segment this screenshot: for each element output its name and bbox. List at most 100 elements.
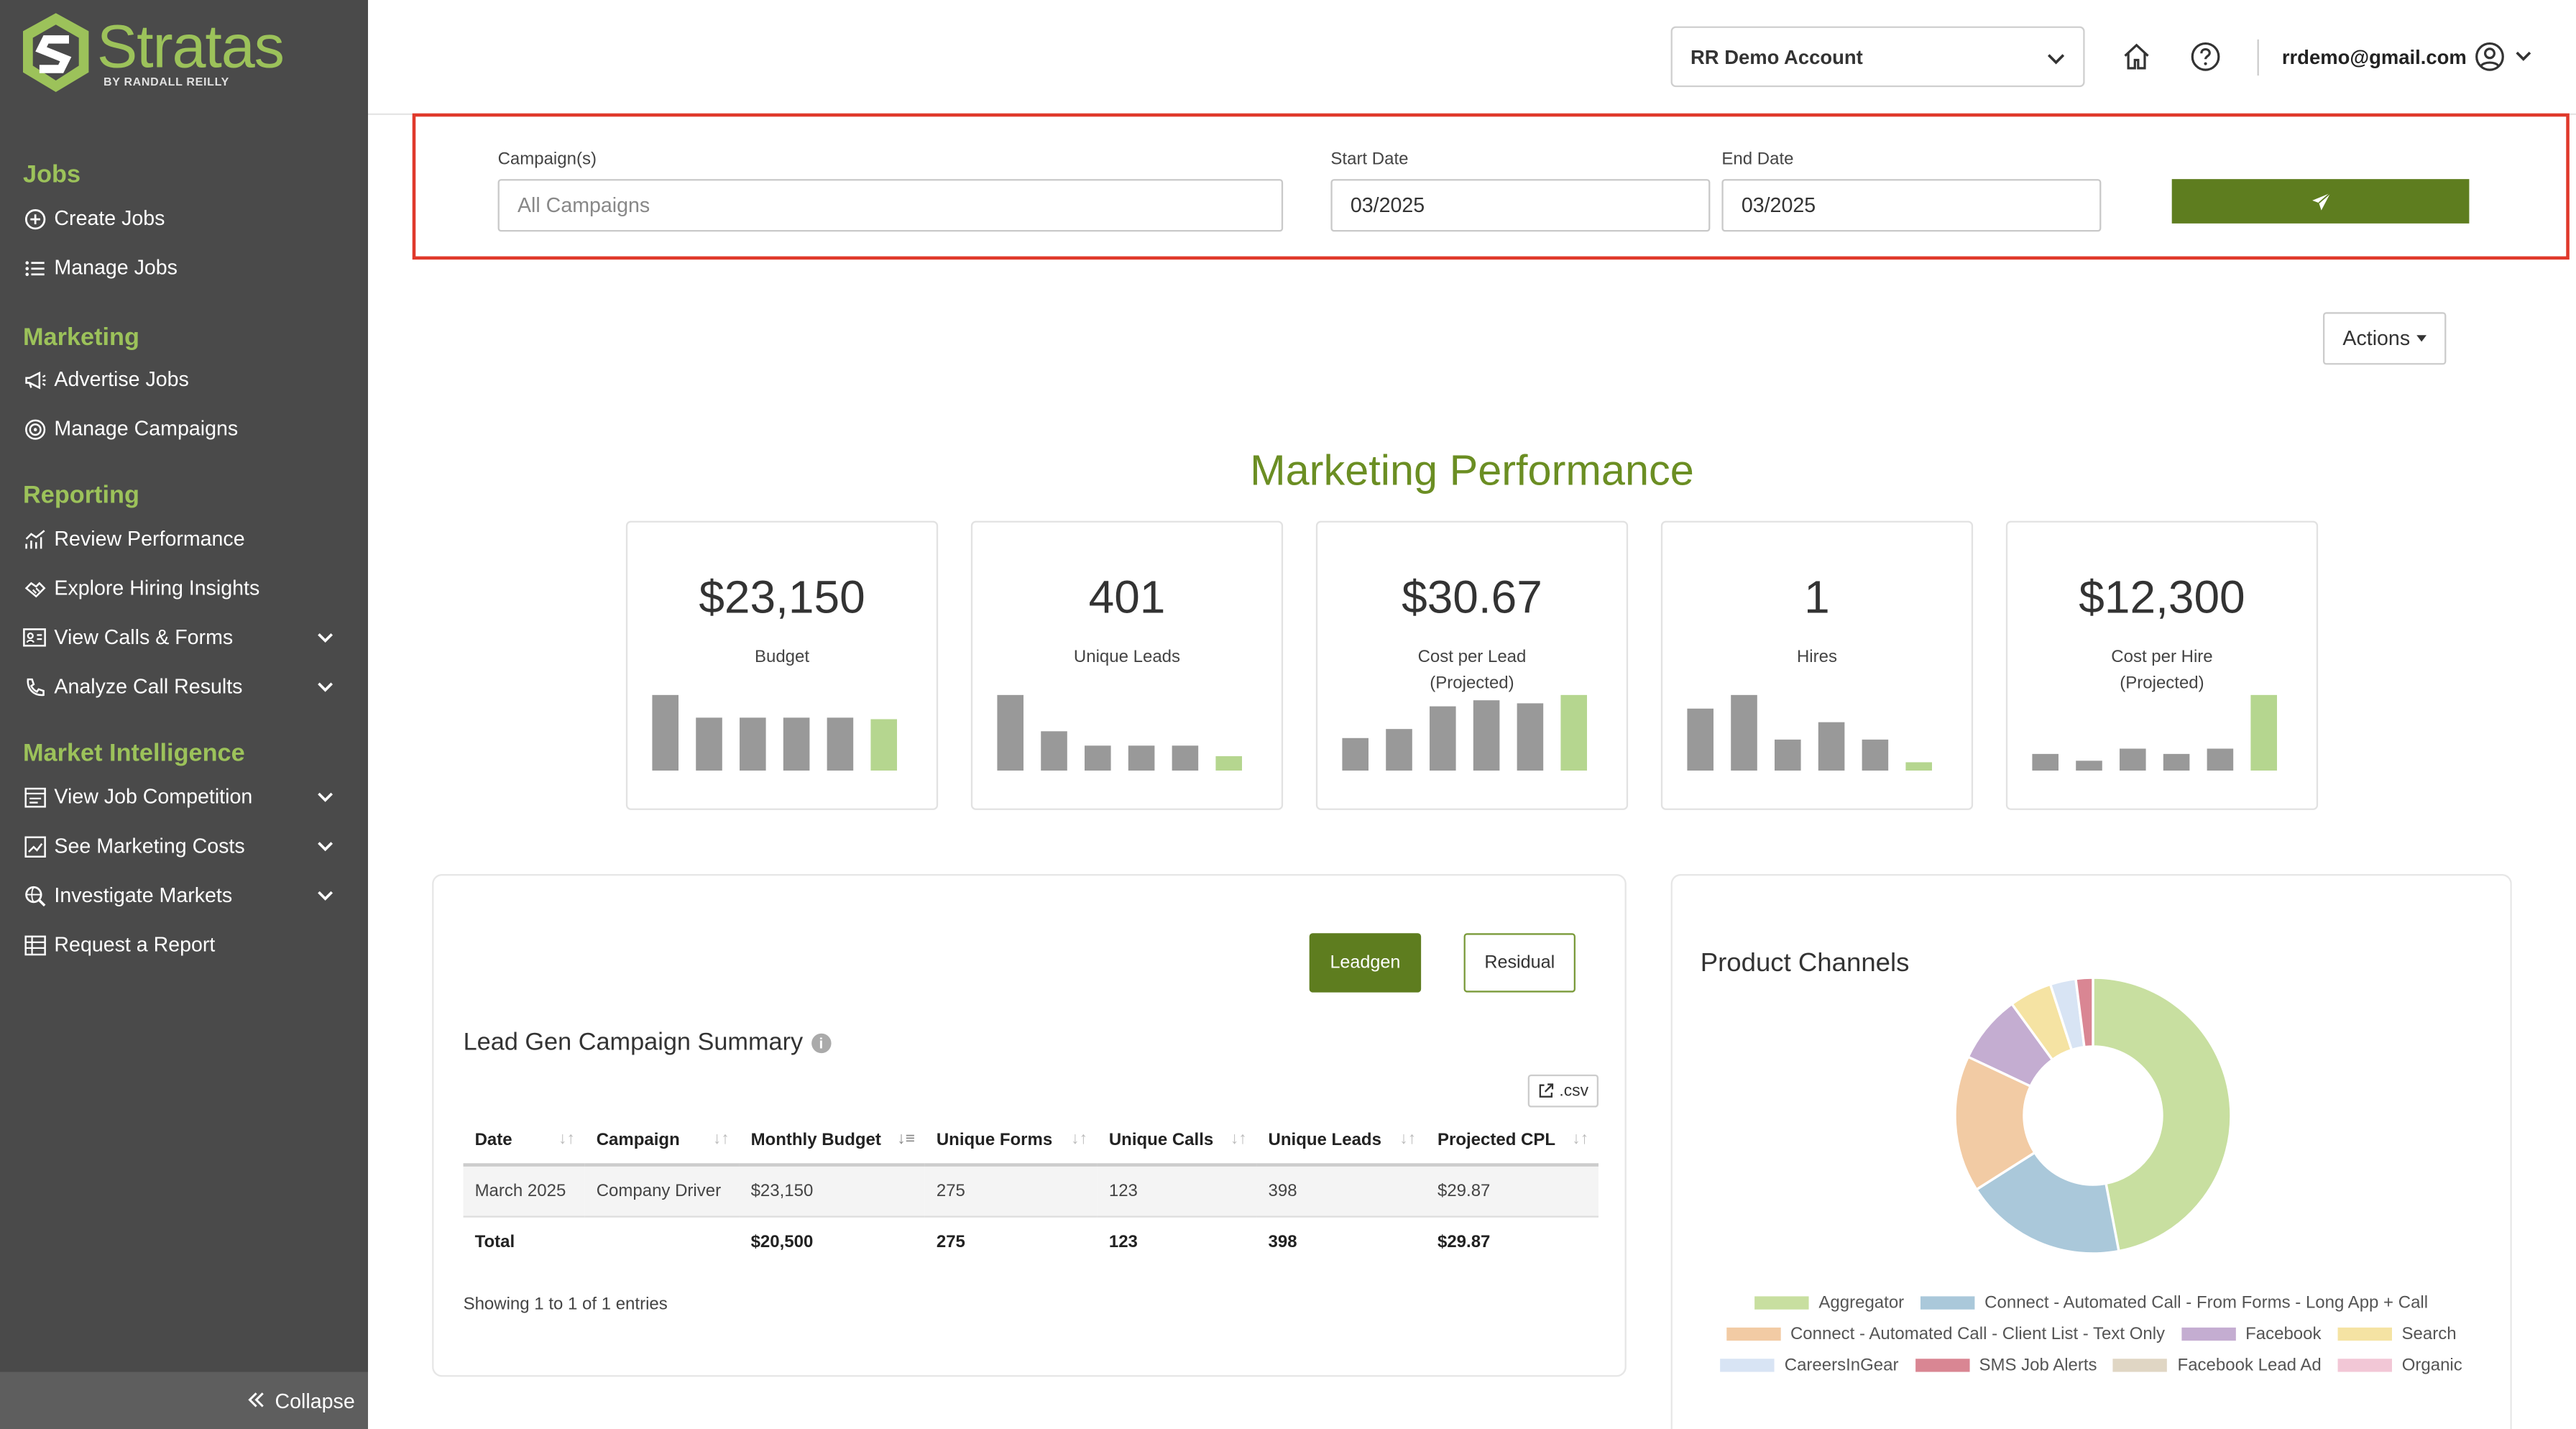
sort-icon: ↓≡ (897, 1130, 916, 1149)
legend-label: Connect - Automated Call - From Forms - … (1984, 1292, 2429, 1313)
kpi-bar (1386, 729, 1412, 771)
help-icon[interactable] (2190, 41, 2221, 72)
chevron-down-icon (2047, 54, 2065, 65)
table-cell: 275 (924, 1164, 1098, 1217)
legend-swatch (2337, 1326, 2392, 1340)
kpi-label: Unique Leads (1073, 647, 1181, 667)
kpi-bar (1215, 756, 1242, 771)
user-email[interactable]: rrdemo@gmail.com (2281, 45, 2467, 69)
table-cell: 398 (1268, 1231, 1297, 1252)
table-cell: 275 (936, 1231, 965, 1252)
kpi-bar (827, 717, 854, 771)
kpi-bar (2032, 753, 2058, 771)
donut-slice[interactable] (2092, 977, 2232, 1253)
sidebar-item-manage-jobs[interactable]: Manage Jobs (23, 249, 345, 285)
table-entries-info: Showing 1 to 1 of 1 entries (463, 1295, 668, 1315)
legend-item[interactable]: Aggregator (1754, 1292, 1904, 1312)
donut-slice[interactable] (1974, 1151, 2120, 1255)
sort-icon: ↓↑ (712, 1130, 730, 1149)
kpi-card-cost-per-hire: $12,300 Cost per Hire (Projected) (2005, 520, 2319, 810)
chevron-down-icon[interactable] (316, 677, 335, 697)
chevron-down-icon[interactable] (316, 628, 335, 647)
paper-plane-icon (2311, 191, 2330, 210)
account-select[interactable]: RR Demo Account (1670, 26, 2085, 88)
sidebar-item-review-performance[interactable]: Review Performance (23, 521, 345, 557)
start-date-label: Start Date (1330, 149, 1409, 170)
legend-item[interactable]: Connect - Automated Call - From Forms - … (1920, 1292, 2428, 1312)
chevron-down-icon[interactable] (2513, 46, 2533, 65)
end-date-input[interactable]: 03/2025 (1721, 179, 2102, 232)
sidebar-item-explore-hiring-insights[interactable]: Explore Hiring Insights (23, 570, 345, 606)
stratas-logo[interactable]: Stratas BY RANDALL REILLY (19, 10, 348, 98)
kpi-bar (1862, 739, 1889, 771)
sidebar-item-view-job-competition[interactable]: View Job Competition (23, 778, 345, 814)
legend-item[interactable]: CareersInGear (1720, 1354, 1899, 1374)
chevron-down-icon[interactable] (316, 787, 335, 807)
section-reporting: Reporting (22, 481, 139, 510)
table-cell: Company Driver (584, 1164, 740, 1217)
donut-slice[interactable] (1954, 1054, 2037, 1192)
start-date-input[interactable]: 03/2025 (1330, 179, 1711, 232)
kpi-bar (1041, 731, 1067, 771)
legend-item[interactable]: Connect - Automated Call - Client List -… (1726, 1323, 2165, 1343)
kpi-bar (740, 717, 766, 771)
sidebar-item-investigate-markets[interactable]: Investigate Markets (23, 878, 345, 914)
column-header-unique-calls[interactable]: Unique Calls ↓↑ (1097, 1115, 1257, 1167)
sidebar-item-create-jobs[interactable]: Create Jobs (23, 201, 345, 236)
handshake-icon (23, 576, 46, 599)
column-header-unique-leads[interactable]: Unique Leads ↓↑ (1256, 1115, 1426, 1167)
id-card-icon (23, 626, 46, 649)
submit-filters-button[interactable] (2171, 179, 2470, 224)
table-icon (23, 933, 46, 956)
tab-leadgen[interactable]: Leadgen (1309, 933, 1422, 993)
info-icon[interactable]: i (811, 1032, 832, 1052)
product-channels-donut (1954, 977, 2232, 1255)
user-avatar-icon[interactable] (2474, 41, 2505, 72)
chevron-down-icon[interactable] (316, 886, 335, 905)
sidebar-item-label: Analyze Call Results (54, 675, 243, 699)
campaigns-input[interactable]: All Campaigns (497, 179, 1284, 232)
sidebar-item-view-calls-forms[interactable]: View Calls & Forms (23, 620, 345, 656)
legend-item[interactable]: Organic (2337, 1355, 2462, 1374)
table-cell: 398 (1256, 1164, 1426, 1217)
actions-dropdown[interactable]: Actions (2322, 312, 2447, 365)
legend-item[interactable]: SMS Job Alerts (1915, 1355, 2097, 1374)
legend-label: Aggregator (1818, 1292, 1905, 1313)
sidebar-item-see-marketing-costs[interactable]: See Marketing Costs (23, 828, 345, 864)
legend-item[interactable]: Search (2337, 1323, 2457, 1343)
kpi-bar (870, 719, 897, 771)
legend-item[interactable]: Facebook (2181, 1323, 2322, 1343)
sidebar-item-manage-campaigns[interactable]: Manage Campaigns (23, 410, 345, 446)
sidebar-item-label: Create Jobs (54, 206, 165, 230)
megaphone-icon (23, 368, 46, 391)
chart-legend: Aggregator Connect - Automated Call - Fro… (1673, 1287, 2511, 1380)
column-header-monthly-budget[interactable]: Monthly Budget ↓≡ (739, 1115, 925, 1167)
sidebar-item-advertise-jobs[interactable]: Advertise Jobs (23, 362, 345, 398)
chart-box-icon (23, 835, 46, 858)
phone-icon (23, 675, 46, 698)
kpi-sparkbars (1687, 694, 1932, 771)
sidebar-item-request-report[interactable]: Request a Report (23, 927, 345, 962)
sidebar-item-analyze-call-results[interactable]: Analyze Call Results (23, 668, 345, 704)
kpi-bar (2076, 761, 2102, 771)
legend-item[interactable]: Facebook Lead Ad (2113, 1355, 2322, 1374)
collapse-button[interactable]: Collapse (0, 1371, 368, 1429)
kpi-bar (1430, 706, 1456, 771)
filter-bar: Campaign(s) All Campaigns Start Date 03/… (412, 113, 2570, 260)
column-header-unique-forms[interactable]: Unique Forms ↓↑ (924, 1115, 1098, 1167)
column-header-projected-cpl[interactable]: Projected CPL ↓↑ (1425, 1115, 1598, 1167)
tab-residual[interactable]: Residual (1463, 933, 1576, 993)
kpi-label: Cost per Lead (Projected) (1417, 647, 1527, 694)
legend-swatch (1754, 1295, 1809, 1309)
chevron-down-icon[interactable] (316, 836, 335, 855)
target-icon (23, 418, 46, 441)
product-channels-panel: Product Channels Aggregator Connect - Aut… (1670, 873, 2512, 1429)
column-header-campaign[interactable]: Campaign ↓↑ (584, 1115, 740, 1167)
home-icon[interactable] (2121, 41, 2152, 72)
sort-icon: ↓↑ (1071, 1130, 1088, 1149)
donut-slice[interactable] (2074, 977, 2094, 1049)
export-csv-button[interactable]: .csv (1527, 1074, 1598, 1108)
legend-label: CareersInGear (1784, 1354, 1899, 1374)
sidebar-item-label: Manage Jobs (54, 256, 178, 280)
column-header-date[interactable]: Date ↓↑ (463, 1115, 585, 1167)
